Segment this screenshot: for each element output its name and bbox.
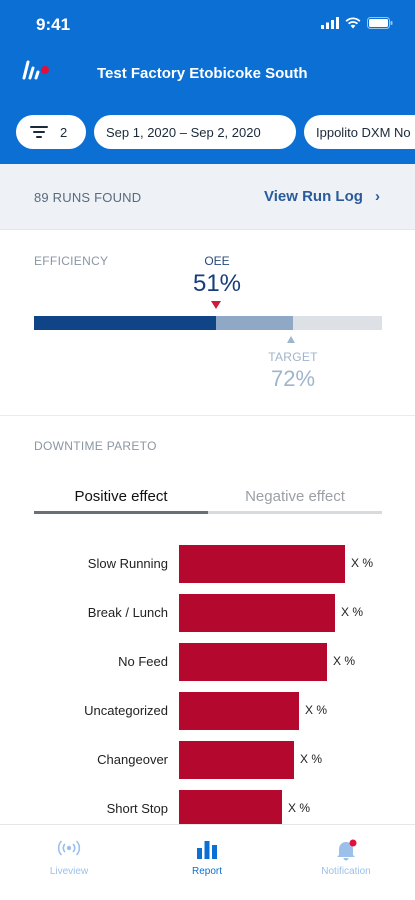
user-filter-label: Ippolito DXM No xyxy=(316,124,411,140)
pareto-tabs: Positive effect Negative effect xyxy=(34,478,382,514)
pareto-value-label: X % xyxy=(305,703,328,717)
bar-chart-icon xyxy=(197,841,217,859)
pareto-category-label: Short Stop xyxy=(106,801,168,816)
pareto-row: Uncategorized X % xyxy=(0,692,415,730)
pareto-category-label: Uncategorized xyxy=(84,703,168,718)
app-title: Test Factory Etobicoke South xyxy=(97,65,308,82)
pareto-bar xyxy=(179,692,299,730)
user-filter-chip[interactable]: Ippolito DXM No xyxy=(304,115,415,149)
filter-icon xyxy=(30,126,48,138)
broadcast-icon xyxy=(57,840,81,856)
downtime-pareto-label: DOWNTIME PARETO xyxy=(34,439,157,453)
nav-label-liveview: Liveview xyxy=(49,866,89,877)
filter-chip-row: 2 Sep 1, 2020 – Sep 2, 2020 Ippolito DXM… xyxy=(0,112,415,152)
pareto-category-label: Slow Running xyxy=(87,556,168,571)
pareto-bar xyxy=(179,545,345,583)
brand-logo-icon[interactable] xyxy=(22,58,52,82)
oee-label: OEE xyxy=(204,254,230,268)
pareto-category-label: Changeover xyxy=(97,752,168,767)
pareto-category-label: No Feed xyxy=(118,654,168,669)
pareto-value-label: X % xyxy=(341,605,364,619)
nav-item-report[interactable]: Report xyxy=(138,825,276,900)
status-bar: 9:41 xyxy=(0,0,415,50)
pareto-row: Slow Running X % xyxy=(0,545,415,583)
date-range-chip[interactable]: Sep 1, 2020 – Sep 2, 2020 xyxy=(94,115,296,149)
nav-item-notification[interactable]: Notification xyxy=(277,825,415,900)
runs-summary-bar: 89 RUNS FOUND View Run Log › xyxy=(0,164,415,230)
bell-icon xyxy=(337,839,357,861)
pareto-bar xyxy=(179,741,294,779)
pareto-value-label: X % xyxy=(300,752,323,766)
nav-label-notification: Notification xyxy=(321,866,371,877)
nav-item-liveview[interactable]: Liveview xyxy=(0,825,138,900)
pareto-category-label: Break / Lunch xyxy=(87,605,168,620)
target-label: TARGET xyxy=(268,350,318,364)
wifi-icon xyxy=(345,17,361,29)
pareto-row: Short Stop X % xyxy=(0,790,415,828)
target-value: 72% xyxy=(270,366,316,391)
title-row: Test Factory Etobicoke South xyxy=(0,52,415,96)
filter-chip[interactable]: 2 xyxy=(16,115,86,149)
tab-positive-effect[interactable]: Positive effect xyxy=(34,478,208,514)
status-time: 9:41 xyxy=(36,15,71,34)
battery-icon xyxy=(367,17,393,29)
oee-marker-icon xyxy=(211,301,221,309)
pareto-value-label: X % xyxy=(288,801,311,815)
pareto-row: No Feed X % xyxy=(0,643,415,681)
view-run-log-link[interactable]: View Run Log xyxy=(264,188,363,205)
filter-count: 2 xyxy=(60,124,68,140)
pareto-row: Changeover X % xyxy=(0,741,415,779)
tab-negative-effect[interactable]: Negative effect xyxy=(208,478,382,514)
pareto-bar xyxy=(179,594,335,632)
pareto-bar xyxy=(179,790,282,828)
pareto-row: Break / Lunch X % xyxy=(0,594,415,632)
target-marker-icon xyxy=(287,336,295,343)
nav-label-report: Report xyxy=(191,866,222,877)
runs-count: 89 RUNS FOUND xyxy=(34,190,142,205)
pareto-bar xyxy=(179,643,327,681)
pareto-value-label: X % xyxy=(333,654,356,668)
bottom-nav: Liveview Report Notification xyxy=(0,824,415,900)
oee-value: 51% xyxy=(192,270,242,297)
efficiency-bar xyxy=(34,316,382,330)
signal-icon xyxy=(321,17,339,29)
pareto-value-label: X % xyxy=(351,556,374,570)
efficiency-section: EFFICIENCY OEE 51% TARGET 72% xyxy=(0,230,415,416)
app-header: 9:41 Test xyxy=(0,0,415,164)
status-icons xyxy=(321,17,393,29)
chevron-right-icon[interactable]: › xyxy=(375,188,380,205)
date-range-label: Sep 1, 2020 – Sep 2, 2020 xyxy=(106,124,261,140)
oee-fill xyxy=(34,316,216,330)
efficiency-label: EFFICIENCY xyxy=(34,254,109,268)
